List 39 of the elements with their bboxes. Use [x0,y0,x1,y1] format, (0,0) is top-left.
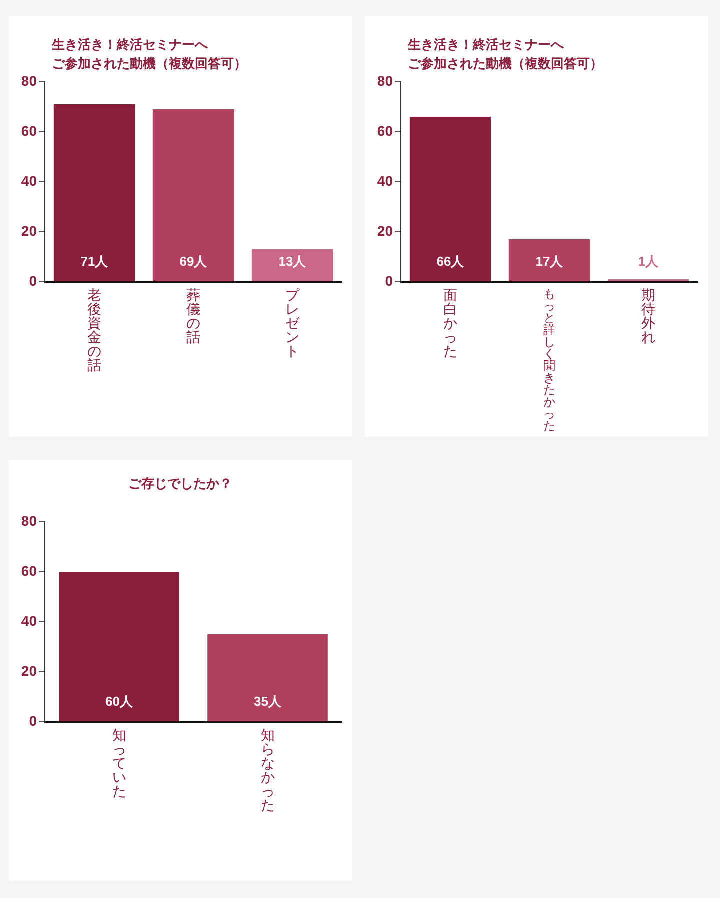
bar [152,110,234,282]
y-tick-label: 0 [29,272,38,289]
data-label: 35人 [254,694,282,710]
bar [508,240,590,282]
data-label: 17人 [536,254,564,270]
chart-title: ご存じでしたか？ [128,475,234,493]
y-tick-label: 40 [21,612,38,629]
y-tick-label: 40 [21,172,38,189]
x-tick-label: 面白かった [444,287,458,359]
x-tick-label: 知らなかった [260,727,275,813]
chart-title: 生き活き！終活セミナーへご参加された動機（複数回答可） [52,36,247,73]
y-tick-label: 20 [21,662,38,679]
x-tick-label: 知っていた [112,727,126,799]
y-tick-label: 60 [21,122,38,139]
x-tick-label: 葬儀の話 [186,287,200,345]
y-tick-label: 80 [21,512,38,529]
chart-title: 生き活き！終活セミナーへご参加された動機（複数回答可） [408,36,603,73]
y-tick-label: 0 [385,272,394,289]
x-tick-label: プレゼント [286,287,300,359]
y-tick-label: 80 [377,72,394,89]
data-label: 13人 [278,254,308,270]
data-label: 1人 [638,254,660,270]
category-label: もっと詳しく聞きたかった [544,287,556,433]
x-tick-label: 期待外れ [642,287,656,345]
data-label: 60人 [106,694,134,710]
y-tick-label: 80 [21,72,38,89]
y-tick-label: 20 [21,222,38,239]
data-label: 66人 [436,254,466,270]
bar [252,250,334,282]
y-tick-label: 60 [21,562,38,579]
data-label: 71人 [80,254,110,270]
y-tick-label: 60 [377,122,394,139]
y-tick-label: 0 [29,712,38,729]
y-tick-label: 40 [377,172,394,189]
y-tick-label: 20 [377,222,394,239]
bar [410,117,492,282]
data-label: 69人 [180,254,208,270]
bar [54,104,136,282]
x-tick-label: 老後資金の話 [88,287,102,373]
